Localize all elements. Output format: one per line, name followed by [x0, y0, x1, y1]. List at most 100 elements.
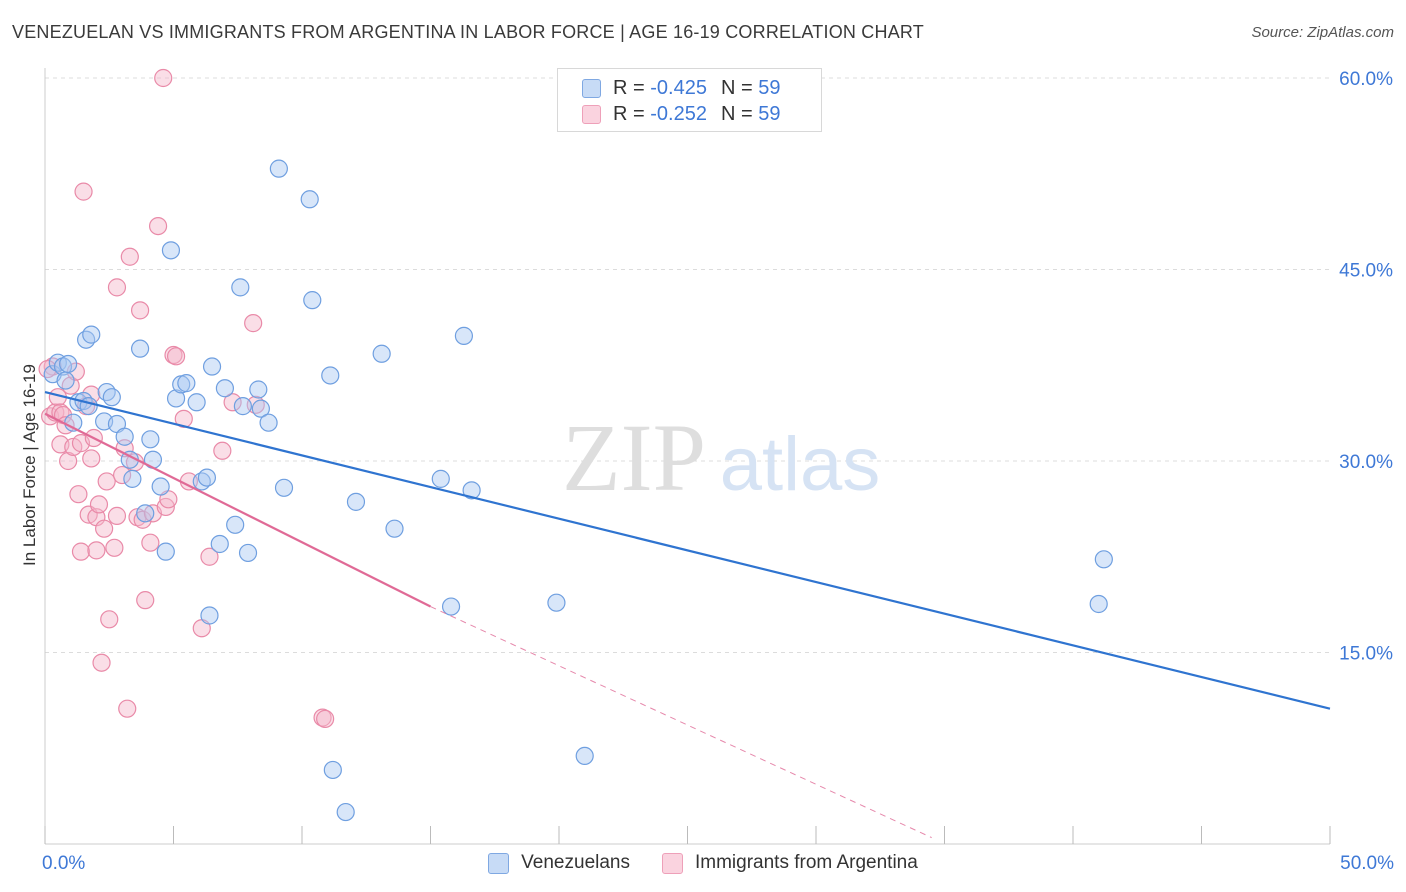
data-point: [213, 441, 232, 460]
data-point: [274, 478, 294, 497]
data-point: [148, 216, 168, 236]
data-point: [130, 339, 150, 358]
data-point: [141, 430, 160, 449]
trend-lines: [44, 390, 1331, 839]
legend-n-label: N =: [720, 76, 753, 99]
data-point: [197, 468, 217, 487]
data-point: [575, 746, 594, 766]
data-point: [200, 547, 219, 566]
data-point: [115, 427, 134, 446]
legend-swatch-argentina: [662, 852, 683, 874]
legend-swatch-venezuelans: [488, 852, 510, 874]
legend-n-value: 59: [758, 76, 781, 99]
data-point: [187, 393, 206, 412]
data-point: [462, 481, 481, 500]
data-point: [161, 241, 181, 260]
watermark: ZIP atlas: [562, 404, 880, 511]
data-point: [59, 354, 78, 374]
data-point: [97, 382, 116, 402]
data-point: [71, 542, 91, 561]
legend-n-label: N =: [720, 102, 753, 125]
data-point: [244, 314, 263, 333]
data-point: [61, 376, 80, 395]
x-axis-max-label: 50.0%: [1340, 853, 1394, 874]
data-point: [316, 709, 335, 728]
x-axis-min-label: 0.0%: [42, 853, 86, 874]
data-point: [38, 359, 57, 379]
data-point: [118, 699, 137, 718]
y-tick-label: 15.0%: [1339, 644, 1393, 665]
data-point: [336, 802, 355, 822]
data-point: [87, 541, 106, 560]
legend-row-argentina: R = -0.252 N = 59: [582, 101, 780, 127]
trend-line-venezuelans: [44, 390, 1331, 710]
data-point: [200, 606, 219, 625]
data-point: [74, 182, 93, 201]
data-point: [300, 190, 319, 209]
legend-label-venezuelans: Venezuelans: [521, 852, 630, 873]
data-point: [123, 469, 142, 488]
data-point: [82, 325, 101, 344]
data-point: [102, 388, 121, 407]
gridlines: [45, 77, 1330, 653]
legend-item-venezuelans: Venezuelans: [488, 852, 630, 874]
y-tick-label: 45.0%: [1339, 261, 1393, 282]
data-point: [223, 393, 242, 412]
legend-r-value: -0.425: [650, 76, 707, 99]
data-point: [166, 347, 186, 366]
y-tick-labels: 15.0% 30.0% 45.0% 60.0%: [1339, 69, 1393, 665]
data-point: [233, 397, 252, 416]
data-point: [89, 495, 109, 514]
axes: [44, 68, 1331, 845]
legend-r-label: R =: [613, 76, 645, 99]
y-tick-label: 30.0%: [1339, 452, 1393, 473]
data-point: [141, 533, 160, 552]
data-point: [1089, 594, 1108, 614]
data-point: [120, 247, 139, 266]
trend-line-argentina: [44, 412, 431, 608]
correlation-legend: R = -0.425 N = 59 R = -0.252 N = 59: [557, 68, 822, 132]
data-point: [69, 485, 88, 504]
data-point: [303, 291, 322, 310]
data-point: [231, 278, 250, 297]
data-point: [215, 379, 234, 398]
data-point: [130, 301, 150, 320]
data-point: [107, 506, 127, 525]
data-point: [105, 538, 124, 557]
data-point: [269, 159, 288, 178]
data-point: [238, 543, 258, 563]
data-point: [112, 465, 132, 485]
data-point: [92, 653, 111, 672]
data-point: [202, 357, 222, 376]
data-point: [321, 366, 340, 385]
data-point: [177, 374, 196, 393]
data-point: [431, 469, 450, 488]
data-point: [100, 610, 119, 629]
chart-title: VENEZUELAN VS IMMIGRANTS FROM ARGENTINA …: [12, 22, 924, 42]
data-point: [251, 399, 270, 418]
data-point: [372, 344, 391, 363]
legend-swatch-pink: [582, 104, 601, 124]
data-point: [441, 597, 461, 616]
data-point: [95, 519, 114, 538]
data-point: [82, 449, 101, 468]
data-point: [136, 591, 155, 610]
data-point: [323, 760, 342, 780]
y-tick-label: 60.0%: [1339, 69, 1393, 90]
data-point: [1094, 550, 1113, 569]
data-point: [77, 330, 96, 349]
data-point: [226, 515, 245, 534]
data-point: [97, 472, 116, 491]
watermark-zip: ZIP: [562, 404, 706, 511]
data-point: [56, 371, 75, 390]
legend-swatch-blue: [582, 78, 601, 98]
legend-r-value: -0.252: [650, 102, 707, 125]
data-point: [79, 397, 98, 416]
data-point: [107, 278, 127, 297]
trend-line-argentina-extension: [430, 606, 932, 839]
data-point: [166, 389, 186, 408]
legend-n-value: 59: [758, 102, 781, 125]
data-point: [53, 357, 73, 376]
data-point: [259, 413, 278, 432]
